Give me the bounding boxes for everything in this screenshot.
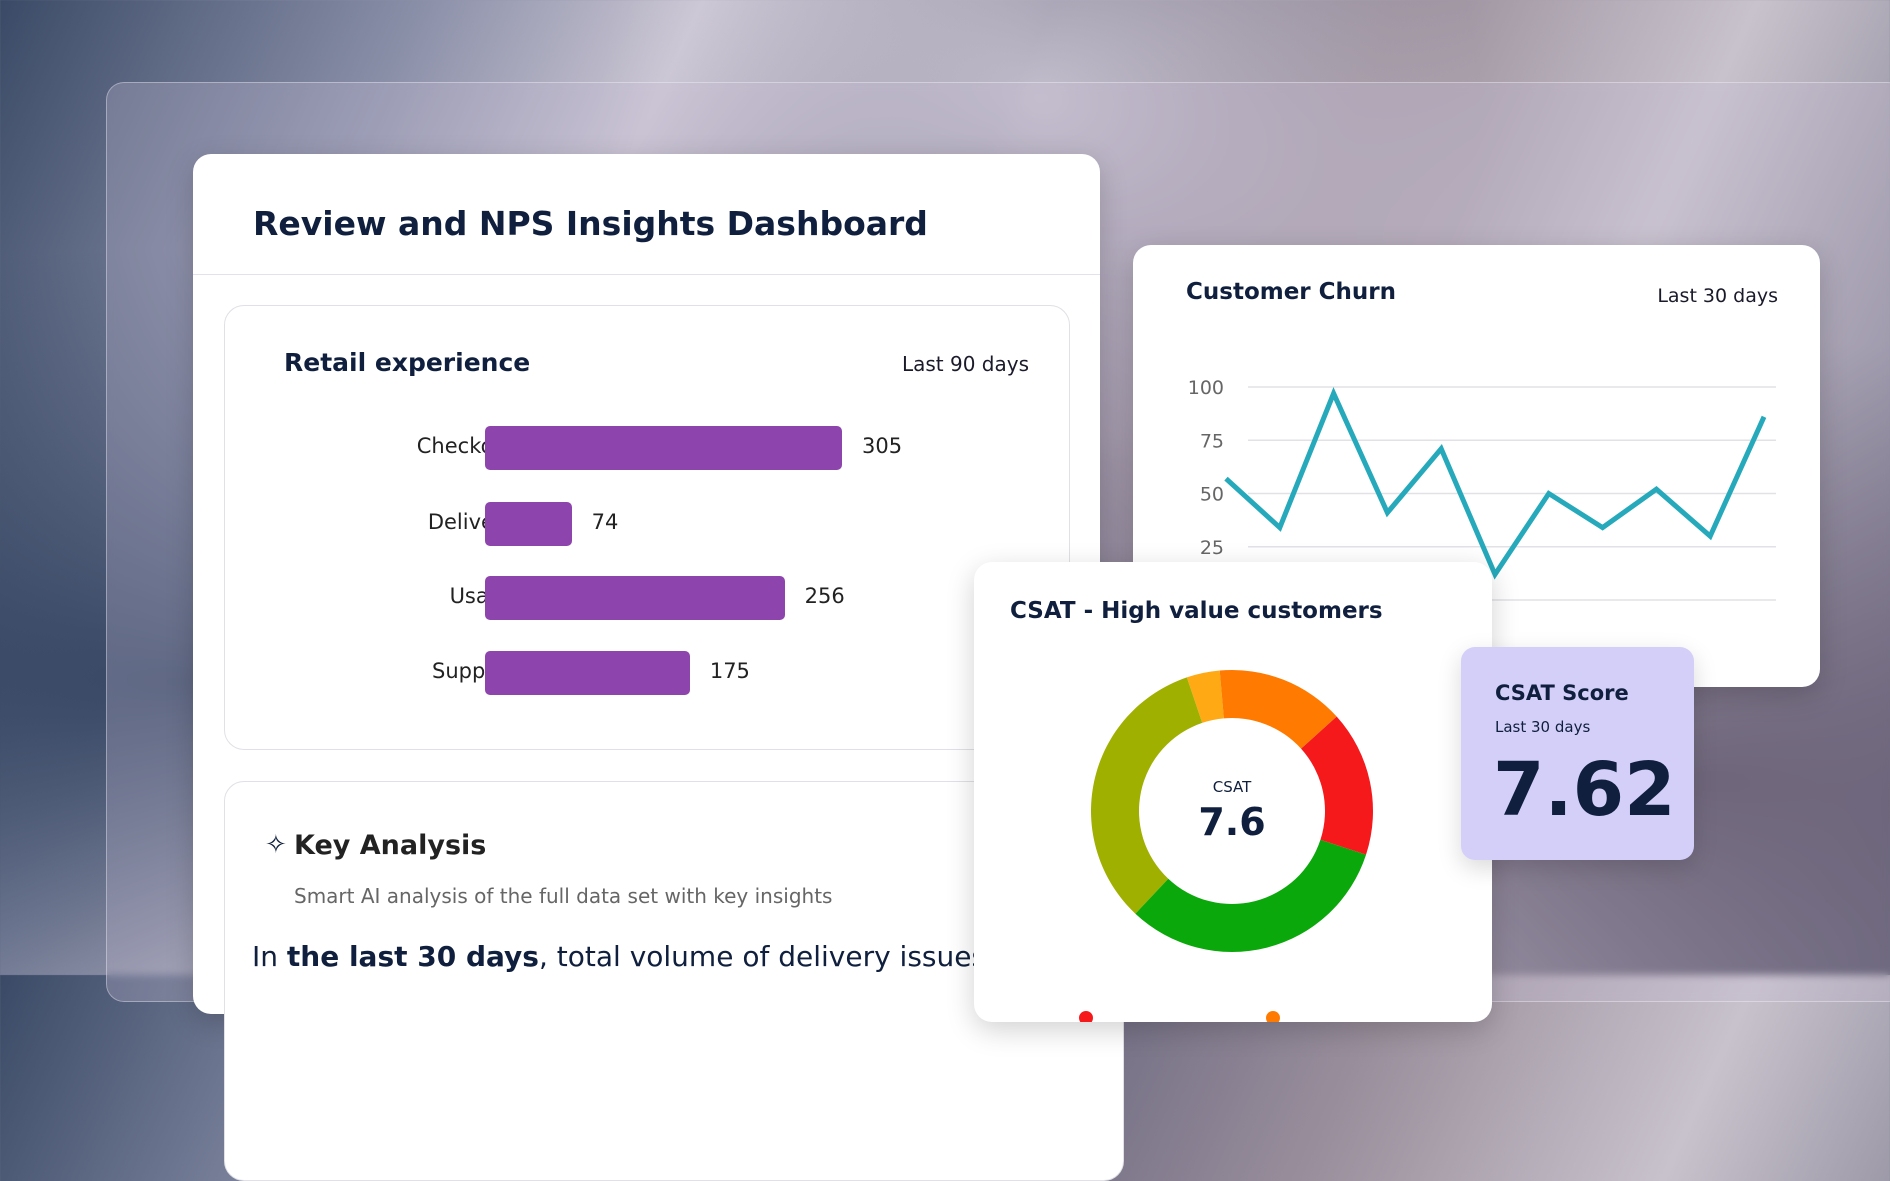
- page-title: Review and NPS Insights Dashboard: [253, 204, 928, 243]
- text-bold: the last 30 days: [287, 940, 539, 973]
- donut-slice[interactable]: [1135, 840, 1366, 952]
- donut-slice[interactable]: [1091, 677, 1202, 913]
- score-title: CSAT Score: [1495, 681, 1629, 705]
- csat-donut-chart: CSAT 7.6: [974, 562, 1492, 1022]
- y-tick-label: 50: [1200, 484, 1224, 506]
- legend-dot-orange: [1266, 1011, 1280, 1022]
- analysis-subtitle: Smart AI analysis of the full data set w…: [294, 884, 832, 908]
- retail-period[interactable]: Last 90 days: [902, 352, 1029, 376]
- donut-center-label: CSAT: [1213, 778, 1252, 796]
- retail-experience-card: Retail experience Last 90 days Checkout …: [224, 305, 1070, 750]
- y-tick-label: 25: [1200, 537, 1224, 559]
- bar-usage[interactable]: [485, 576, 785, 620]
- y-tick-label: 75: [1200, 430, 1224, 452]
- text: , total volume of delivery issues: [539, 940, 986, 973]
- bar-support[interactable]: [485, 651, 690, 695]
- bar-value: 256: [805, 584, 845, 608]
- analysis-title: Key Analysis: [294, 830, 486, 861]
- sparkles-icon: ✧: [265, 830, 287, 860]
- bar-value: 305: [862, 434, 902, 458]
- retail-title: Retail experience: [284, 348, 530, 377]
- divider: [193, 274, 1100, 275]
- dashboard-card: Review and NPS Insights Dashboard Retail…: [193, 154, 1100, 1014]
- y-tick-label: 100: [1188, 377, 1224, 399]
- bar-value: 74: [592, 510, 619, 534]
- donut-center-value: 7.6: [1198, 800, 1265, 844]
- bar-value: 175: [710, 659, 750, 683]
- bar-delivery[interactable]: [485, 502, 572, 546]
- csat-card: CSAT - High value customers CSAT 7.6: [974, 562, 1492, 1022]
- score-period: Last 30 days: [1495, 718, 1590, 736]
- csat-score-card: CSAT Score Last 30 days 7.62: [1461, 647, 1694, 860]
- score-value: 7.62: [1493, 747, 1676, 833]
- legend-dot-red: [1079, 1011, 1093, 1022]
- analysis-text: In the last 30 days, total volume of del…: [252, 940, 986, 973]
- bar-checkout[interactable]: [485, 426, 842, 470]
- text: In: [252, 940, 287, 973]
